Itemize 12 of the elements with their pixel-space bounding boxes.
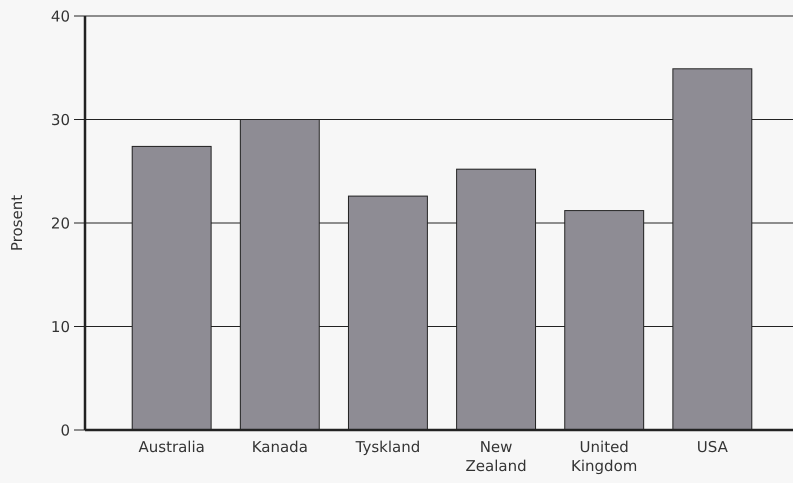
- x-tick-label: New Zealand: [466, 438, 527, 475]
- x-tick-label: Kanada: [252, 438, 308, 456]
- y-tick-label: 30: [50, 110, 70, 129]
- y-tick-label: 20: [50, 214, 70, 232]
- x-tick-label: Tyskland: [354, 438, 420, 456]
- y-tick-label: 40: [50, 7, 70, 26]
- y-tick-label: 0: [60, 421, 70, 440]
- x-tick-label: USA: [696, 438, 729, 456]
- y-axis-title: Prosent: [8, 194, 26, 252]
- x-tick-label: United Kingdom: [571, 438, 638, 475]
- y-tick-label: 10: [50, 318, 70, 336]
- x-tick-label: Australia: [138, 438, 205, 456]
